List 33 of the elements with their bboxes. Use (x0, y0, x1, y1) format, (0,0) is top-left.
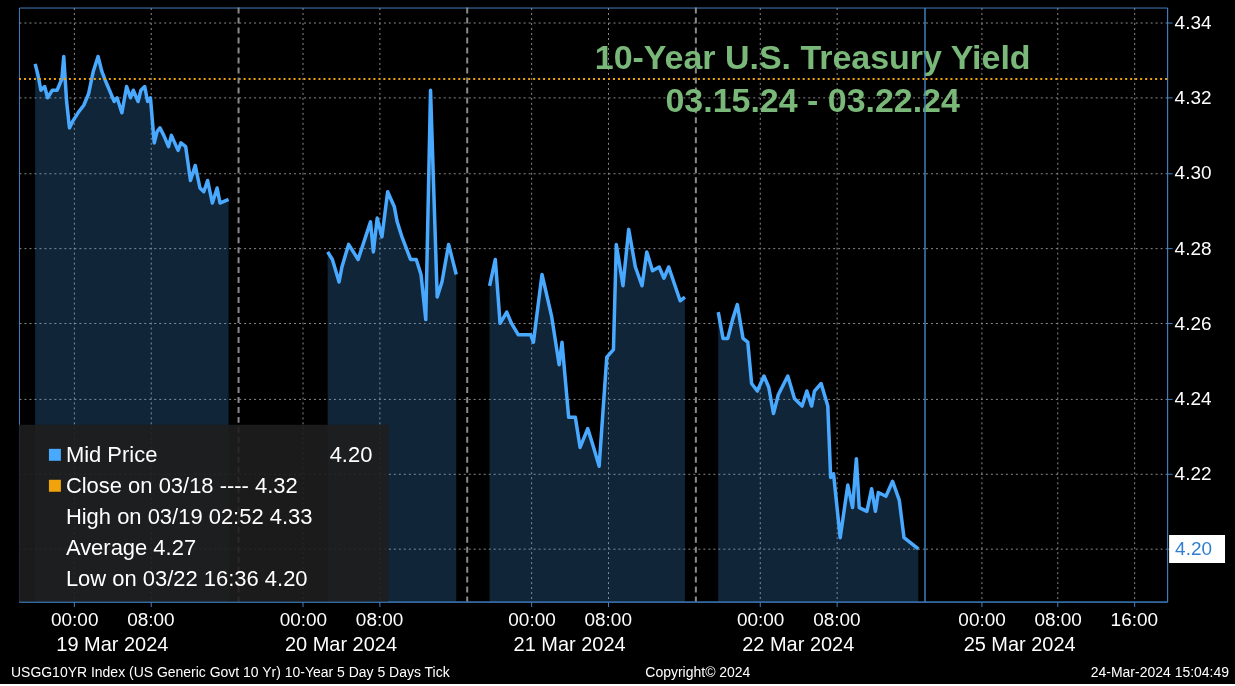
y-tick-label: 4.30 (1174, 162, 1212, 184)
x-tick-label: 08:00 (584, 609, 632, 631)
text: 21 Mar 2024 (513, 633, 626, 656)
annotation: Low on 03/22 16:36 4.20 (65, 565, 308, 591)
x-tick-label: 00:00 (958, 609, 1006, 631)
x-tick-label: 08:00 (355, 609, 404, 631)
text: Copyright© 2024 (645, 664, 751, 681)
y-tick-label: 4.32 (1174, 87, 1212, 109)
x-tick-label: 16:00 (1110, 609, 1159, 631)
y-tick-label: 4.28 (1174, 237, 1212, 259)
y-tick-label: 4.26 (1174, 312, 1212, 334)
legend-label: Close on 03/18 ---- 4.32 (65, 472, 298, 498)
x-tick-label: 08:00 (813, 609, 861, 631)
y-tick-label: 4.22 (1174, 463, 1212, 485)
y-tick-label: 4.34 (1174, 12, 1212, 34)
x-tick-label: 00:00 (51, 609, 99, 631)
text: USGG10YR Index (US Generic Govt 10 Yr) 10-Year 5 Day 5 Days Tick (10, 664, 450, 681)
annotation: Average 4.27 (65, 534, 197, 560)
annotation: 4.20 (329, 441, 373, 467)
x-tick-label: 00:00 (508, 609, 556, 631)
text: 19 Mar 2024 (56, 633, 169, 656)
y-tick-label: 4.24 (1174, 388, 1212, 410)
text: 22 Mar 2024 (742, 633, 855, 656)
text: 20 Mar 2024 (284, 633, 397, 656)
text: 4.20 (1175, 537, 1212, 559)
annotation: High on 03/19 02:52 4.33 (65, 503, 313, 529)
x-tick-label: 08:00 (127, 609, 175, 631)
x-tick-label: 08:00 (1034, 609, 1082, 631)
x-tick-label: 00:00 (736, 609, 785, 631)
series-label: Mid Price (65, 441, 158, 467)
text: 25 Mar 2024 (963, 633, 1076, 656)
text: 24-Mar-2024 15:04:49 (1090, 664, 1230, 681)
x-tick-label: 00:00 (279, 609, 328, 631)
